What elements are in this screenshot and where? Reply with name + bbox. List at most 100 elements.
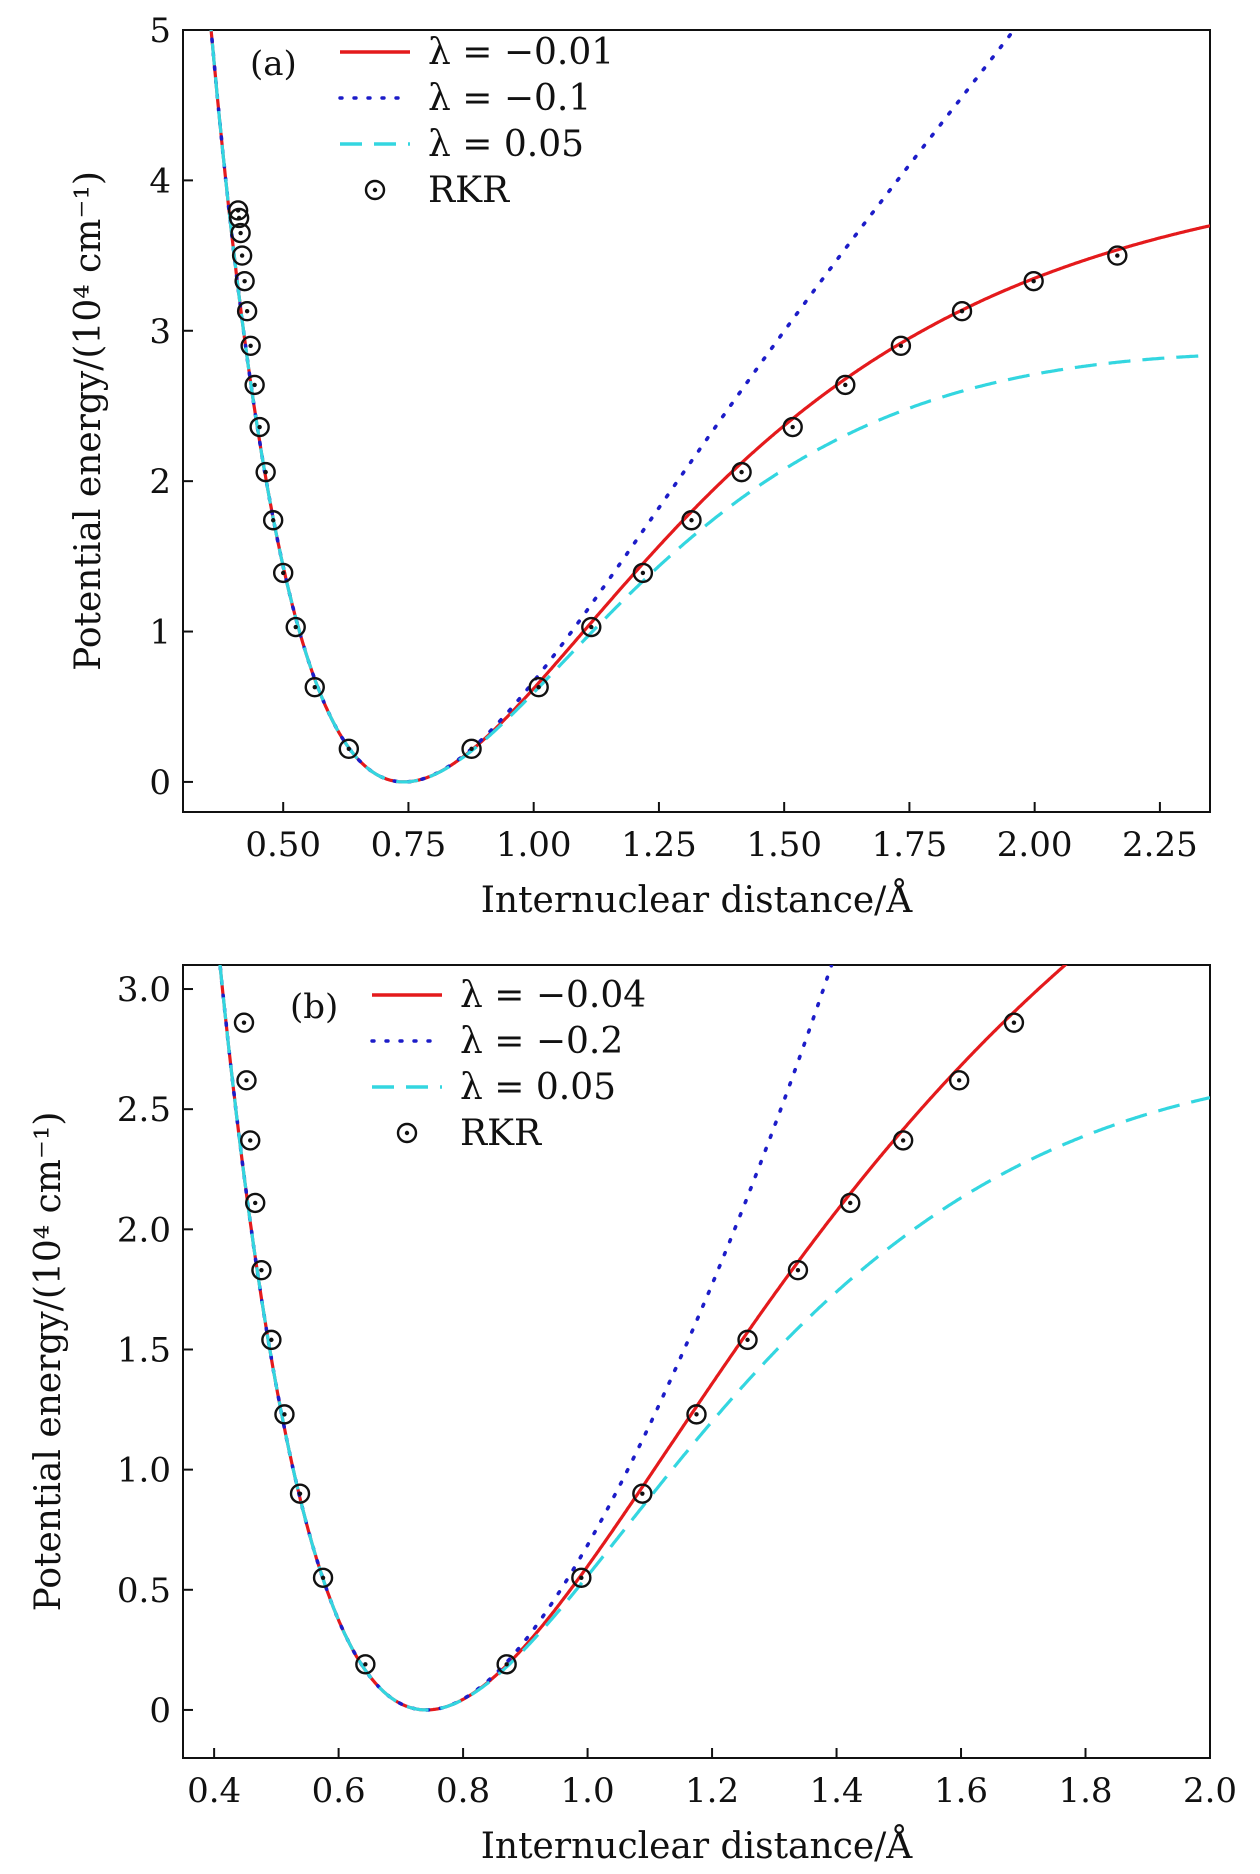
plot-frame (182, 964, 1211, 1759)
y-tick-label: 5 (149, 11, 171, 51)
y-tick-label: 0 (149, 763, 171, 803)
rkr-point (1023, 270, 1044, 292)
rkr-point (835, 374, 856, 396)
rkr-point (1003, 1012, 1025, 1033)
rkr-point (274, 1404, 295, 1425)
legend-label-2: λ = −0.1 (428, 78, 591, 119)
x-tick-label: 0.6 (312, 1771, 366, 1811)
x-tick-label: 1.00 (496, 825, 572, 865)
rkr-point (244, 374, 265, 396)
rkr-point (581, 616, 602, 638)
legend-label-1: λ = −0.01 (428, 32, 614, 73)
series-line-1 (209, 30, 1210, 784)
rkr-point (355, 1654, 376, 1675)
legend-label-1: λ = −0.04 (460, 975, 646, 1016)
rkr-point (251, 1259, 272, 1281)
y-axis-label: Potential energy/(10⁴ cm⁻¹) (28, 1112, 69, 1612)
legend-label-rkr: RKR (460, 1113, 542, 1154)
legend-label-2: λ = −0.2 (460, 1021, 623, 1062)
rkr-point (249, 416, 270, 438)
series-line-2 (209, 30, 1017, 784)
rkr-point (951, 301, 973, 322)
rkr-point (632, 562, 654, 584)
x-tick-label: 1.0 (561, 1771, 615, 1811)
rkr-point (840, 1192, 861, 1214)
curves (218, 965, 1210, 1712)
legend-label-3: λ = 0.05 (428, 124, 584, 165)
rkr-point (228, 207, 250, 229)
y-tick-label: 3 (149, 312, 171, 352)
x-tick-label: 0.4 (187, 1771, 241, 1811)
rkr-point (240, 1130, 261, 1151)
rkr-point (1107, 245, 1128, 266)
rkr-points (227, 200, 1128, 760)
rkr-point (571, 1567, 592, 1588)
legend-swatch-rkr (364, 179, 386, 201)
y-tick-label: 2 (149, 462, 171, 502)
x-tick-label: 1.25 (621, 825, 697, 865)
rkr-point (632, 1483, 653, 1504)
x-tick-label: 2.0 (1183, 1771, 1237, 1811)
rkr-point (496, 1654, 517, 1675)
x-tick-label: 1.2 (685, 1771, 739, 1811)
panel-b: 0.4 0.6 0.8 1.0 1.2 1.4 1.6 1.8 2.0 0 0.5 1.0 1.5 2.0… (28, 964, 1237, 1867)
rkr-point (230, 222, 251, 244)
plot-frame (182, 29, 1211, 813)
legend: λ = −0.01 λ = −0.1 λ = 0.05 RKR (338, 32, 614, 211)
rkr-points (233, 1012, 1025, 1675)
y-tick-label: 0 (149, 1691, 171, 1731)
rkr-point (312, 1567, 334, 1588)
x-axis-label: Internuclear distance/Å (481, 879, 914, 921)
rkr-point (231, 245, 253, 266)
rkr-point (737, 1329, 758, 1351)
x-tick-label: 2.25 (1122, 825, 1198, 865)
series-line-3 (218, 965, 1210, 1712)
legend: λ = −0.04 λ = −0.2 λ = 0.05 RKR (370, 975, 646, 1154)
y-tick-label: 1.0 (117, 1451, 171, 1491)
rkr-point (255, 461, 276, 483)
y-tick-label: 4 (149, 161, 171, 201)
x-tick-label: 1.75 (872, 825, 948, 865)
rkr-point (948, 1070, 970, 1091)
panel-label: (b) (290, 987, 338, 1027)
rkr-point (892, 1130, 914, 1151)
curves (209, 30, 1210, 784)
x-tick-label: 0.8 (436, 1771, 490, 1811)
rkr-point (240, 335, 261, 357)
rkr-point (289, 1483, 311, 1504)
x-tick-label: 1.50 (746, 825, 822, 865)
series-line-1 (218, 965, 1068, 1712)
x-tick-label: 0.50 (245, 825, 321, 865)
x-tick-label: 2.00 (997, 825, 1073, 865)
rkr-point (233, 1012, 255, 1033)
rkr-point (245, 1192, 266, 1214)
rkr-point (686, 1404, 707, 1425)
panel-a: 0.50 0.75 1.00 1.25 1.50 1.75 2.00 2.25 0 1 2 3 4 5 In… (68, 11, 1211, 921)
legend-label-3: λ = 0.05 (460, 1067, 616, 1108)
y-tick-label: 1.5 (117, 1330, 171, 1370)
rkr-point (890, 335, 912, 357)
x-tick-label: 1.4 (810, 1771, 864, 1811)
rkr-point (461, 738, 482, 760)
rkr-point (681, 510, 702, 531)
rkr-point (528, 676, 549, 698)
legend-label-rkr: RKR (428, 170, 510, 211)
y-axis-label: Potential energy/(10⁴ cm⁻¹) (68, 171, 109, 671)
y-tick-label: 1 (149, 613, 171, 653)
rkr-point (234, 270, 255, 292)
rkr-point (236, 1070, 257, 1091)
x-tick-label: 1.6 (934, 1771, 988, 1811)
legend-swatch-rkr (396, 1122, 418, 1144)
series-line-2 (218, 965, 834, 1712)
rkr-point (236, 301, 258, 322)
rkr-point (272, 562, 294, 584)
y-tick-label: 3.0 (117, 970, 171, 1010)
x-tick-label: 0.75 (371, 825, 447, 865)
y-tick-label: 0.5 (117, 1571, 171, 1611)
rkr-point (338, 738, 360, 760)
rkr-point (782, 416, 803, 438)
rkr-point (731, 461, 752, 483)
y-tick-label: 2.5 (117, 1090, 171, 1130)
rkr-point (261, 1329, 282, 1351)
